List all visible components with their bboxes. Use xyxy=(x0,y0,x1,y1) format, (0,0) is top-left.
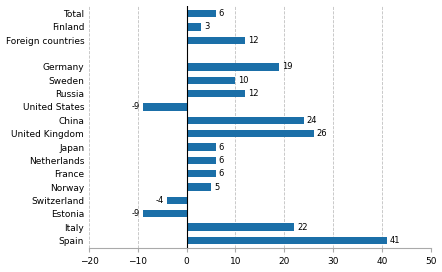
Text: 12: 12 xyxy=(248,36,259,45)
Bar xyxy=(187,143,216,151)
Bar xyxy=(187,130,313,137)
Text: 12: 12 xyxy=(248,89,259,98)
Text: -9: -9 xyxy=(132,209,140,218)
Bar xyxy=(187,77,236,84)
Bar xyxy=(167,197,187,204)
Text: 3: 3 xyxy=(204,22,210,31)
Text: 19: 19 xyxy=(282,63,293,72)
Text: 26: 26 xyxy=(316,129,327,138)
Text: 6: 6 xyxy=(219,156,224,165)
Bar xyxy=(187,157,216,164)
Bar xyxy=(187,237,387,244)
Text: 6: 6 xyxy=(219,143,224,152)
Text: 5: 5 xyxy=(214,183,219,191)
Text: 41: 41 xyxy=(390,236,400,245)
Text: 6: 6 xyxy=(219,9,224,18)
Text: -4: -4 xyxy=(156,196,164,205)
Bar xyxy=(187,117,304,124)
Text: 24: 24 xyxy=(307,116,317,125)
Bar xyxy=(187,23,201,30)
Bar xyxy=(187,170,216,177)
Bar xyxy=(187,223,294,231)
Text: 6: 6 xyxy=(219,169,224,178)
Bar xyxy=(187,10,216,17)
Bar xyxy=(143,210,187,217)
Text: -9: -9 xyxy=(132,103,140,112)
Bar xyxy=(187,90,245,97)
Text: 22: 22 xyxy=(297,222,308,231)
Bar xyxy=(143,103,187,111)
Bar xyxy=(187,36,245,44)
Bar xyxy=(187,183,211,191)
Text: 10: 10 xyxy=(238,76,249,85)
Bar xyxy=(187,63,279,71)
